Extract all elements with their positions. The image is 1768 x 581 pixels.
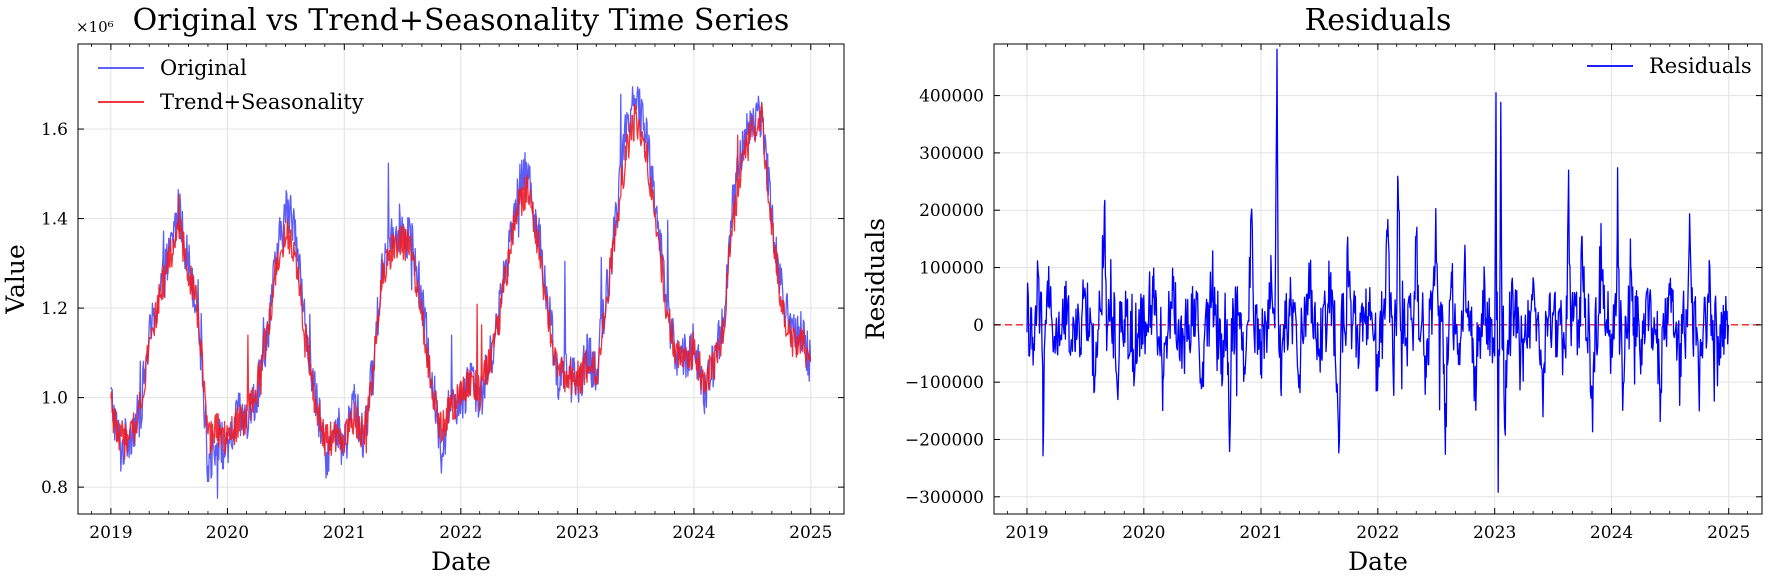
x-tick-label: 2021	[323, 523, 366, 543]
chart-title: Original vs Trend+Seasonality Time Serie…	[133, 3, 790, 38]
y-tick-label: 1.0	[41, 389, 68, 409]
main-vs-trend-chart: 2019 2020 2021 2022 2023 2024 2025 0.8 1.0 1.2 1.4…	[1, 3, 845, 576]
y-tick-label: 300000	[919, 144, 984, 164]
legend-label: Trend+Seasonality	[160, 90, 364, 114]
legend-label: Original	[160, 56, 247, 80]
series-line-trend-seasonality	[110, 102, 812, 460]
y-axis-label: Residuals	[861, 218, 890, 340]
y-tick-label: 0	[973, 316, 984, 336]
x-tick-label: 2022	[439, 523, 482, 543]
x-tick-label: 2024	[672, 523, 715, 543]
y-tick-label: −300000	[905, 488, 984, 508]
x-tick-label: 2022	[1356, 523, 1399, 543]
y-tick-label: 0.8	[41, 478, 68, 498]
y-axis-label: Value	[1, 244, 30, 315]
x-axis-label: Date	[431, 547, 491, 576]
grid	[994, 44, 1762, 514]
x-tick-label: 2025	[789, 523, 832, 543]
y-tick-label: −100000	[905, 373, 984, 393]
legend-label: Residuals	[1649, 54, 1752, 78]
minor-ticks	[91, 44, 831, 514]
legend: Residuals	[1587, 54, 1752, 78]
series-group	[110, 86, 812, 499]
y-tick-label: 1.2	[41, 299, 68, 319]
y-tick-label: 1.4	[41, 210, 68, 230]
x-tick-label: 2019	[89, 523, 132, 543]
minor-ticks	[1007, 44, 1748, 514]
x-tick-label: 2024	[1590, 523, 1633, 543]
x-tick-label: 2020	[1122, 523, 1165, 543]
legend: Original Trend+Seasonality	[98, 56, 364, 114]
y-tick-label: 200000	[919, 201, 984, 221]
x-axis-label: Date	[1348, 547, 1408, 576]
x-tick-label: 2025	[1707, 523, 1750, 543]
residuals-chart: 2019 2020 2021 2022 2023 2024 2025 −300000 −2000…	[861, 3, 1763, 576]
chart-title: Residuals	[1305, 3, 1452, 38]
series-group	[1026, 48, 1730, 493]
x-tick-label: 2019	[1005, 523, 1048, 543]
x-tick-label: 2023	[1473, 523, 1516, 543]
y-tick-label: 400000	[919, 87, 984, 107]
y-axis-multiplier: ×10⁶	[76, 18, 114, 36]
series-line-residuals	[1026, 48, 1730, 493]
x-tick-label: 2021	[1239, 523, 1282, 543]
y-tick-label: 100000	[919, 259, 984, 279]
y-tick-label: 1.6	[41, 120, 68, 140]
x-tick-label: 2020	[206, 523, 249, 543]
y-tick-label: −200000	[905, 430, 984, 450]
x-tick-label: 2023	[556, 523, 599, 543]
